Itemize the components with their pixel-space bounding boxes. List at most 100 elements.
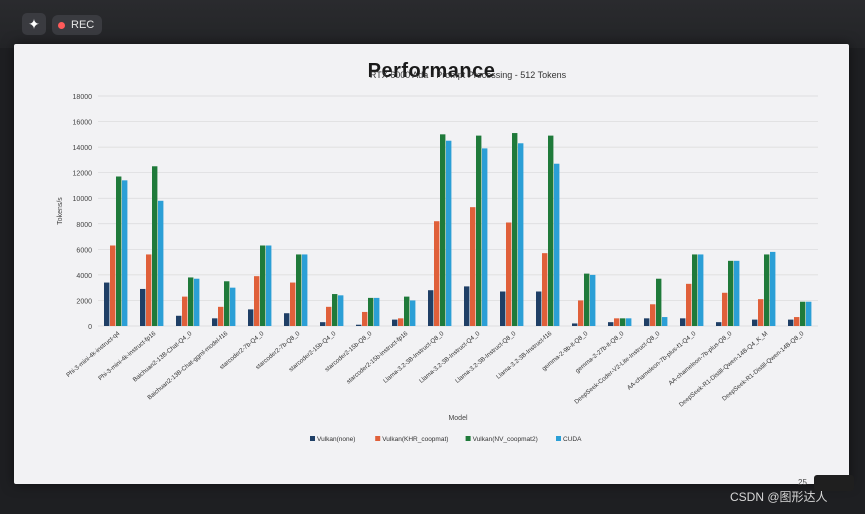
y-tick-label: 0 [88, 324, 92, 331]
x-tick-label: AA-chameleon-7b-plus-f1-Q4_0 [626, 330, 698, 392]
bar-Vulkan(NV_coopmat2) [656, 278, 662, 326]
x-tick-label: DeepSeek-R1-Distill-Qwen-14B-Q8_0 [721, 330, 806, 403]
bar-Vulkan(NV_coopmat2) [224, 281, 230, 326]
bar-Vulkan(NV_coopmat2) [800, 301, 806, 326]
bar-CUDA [446, 140, 452, 326]
bar-Vulkan(NV_coopmat2) [368, 297, 374, 326]
chart-title: RTX 6000 Ada - Prompt Processing - 512 T… [370, 70, 567, 80]
bar-CUDA [410, 300, 416, 326]
bar-Vulkan(none) [356, 324, 362, 326]
bar-CUDA [230, 287, 236, 326]
bar-Vulkan(none) [248, 309, 254, 326]
y-tick-label: 16000 [73, 120, 93, 127]
bar-Vulkan(none) [464, 286, 470, 326]
bar-Vulkan(KHR_coopmat) [686, 283, 692, 326]
bar-Vulkan(NV_coopmat2) [512, 133, 518, 326]
bar-CUDA [806, 301, 812, 326]
bar-Vulkan(KHR_coopmat) [326, 306, 332, 326]
legend-label: Vulkan(NV_coopmat2) [473, 436, 538, 443]
y-tick-label: 4000 [76, 273, 92, 280]
x-tick-label: Llama-3.2-3B-Instruct-Q8_0 [454, 330, 518, 385]
bar-Vulkan(KHR_coopmat) [362, 311, 368, 326]
legend-swatch [556, 436, 561, 441]
slide-title: Performance [367, 60, 496, 82]
record-button[interactable]: REC [52, 15, 103, 35]
bar-Vulkan(none) [788, 319, 794, 326]
legend-label: CUDA [563, 436, 582, 443]
x-tick-label: Phi-3-mini-4k-instruct-fp16 [97, 330, 158, 382]
x-tick-label: starcoder2-15b-instruct-fp16 [345, 330, 409, 386]
bar-Vulkan(NV_coopmat2) [296, 254, 302, 326]
bar-Vulkan(none) [644, 318, 650, 326]
bar-Vulkan(KHR_coopmat) [794, 317, 800, 326]
legend-swatch [465, 436, 471, 441]
bar-Vulkan(NV_coopmat2) [548, 135, 554, 326]
brand-logo [814, 475, 854, 491]
bar-Vulkan(none) [572, 323, 578, 326]
bar-Vulkan(none) [140, 288, 146, 326]
bar-Vulkan(none) [104, 282, 110, 326]
bar-Vulkan(none) [392, 319, 398, 326]
bar-Vulkan(NV_coopmat2) [692, 254, 698, 326]
bar-Vulkan(none) [284, 313, 290, 326]
bar-CUDA [518, 143, 524, 326]
bar-CUDA [734, 260, 740, 326]
bar-CUDA [302, 254, 308, 326]
bar-CUDA [698, 254, 704, 326]
bar-Vulkan(NV_coopmat2) [260, 245, 266, 326]
legend-label: Vulkan(none) [317, 436, 355, 443]
bar-Vulkan(NV_coopmat2) [440, 134, 446, 326]
bar-Vulkan(none) [500, 291, 506, 326]
bar-CUDA [122, 180, 128, 326]
y-tick-label: 18000 [73, 94, 93, 101]
bar-Vulkan(KHR_coopmat) [398, 318, 404, 326]
bar-CUDA [266, 245, 272, 326]
sparkle-icon[interactable]: ✦ [22, 13, 46, 35]
watermark: CSDN @图形达人 [730, 490, 828, 504]
bar-CUDA [662, 317, 668, 326]
y-tick-label: 10000 [73, 196, 93, 203]
x-tick-label: Llama-3.2-3B-Instruct-Q4_0 [418, 330, 482, 385]
bar-CUDA [554, 163, 560, 326]
bar-Vulkan(KHR_coopmat) [218, 306, 224, 326]
y-tick-label: 6000 [76, 247, 92, 254]
bar-Vulkan(KHR_coopmat) [146, 254, 152, 326]
bar-Vulkan(KHR_coopmat) [506, 222, 512, 326]
bar-Vulkan(KHR_coopmat) [722, 292, 728, 326]
bar-chart: RTX 6000 Ada - Prompt Processing - 512 T… [57, 70, 818, 443]
bar-Vulkan(none) [428, 290, 434, 326]
bar-Vulkan(none) [680, 318, 686, 326]
bar-CUDA [194, 278, 200, 326]
bar-Vulkan(none) [608, 322, 614, 326]
chart-area: RTX 6000 Ada - Prompt Processing - 512 T… [48, 64, 828, 514]
x-tick-label: AA-chameleon-7b-plus-Q8_0 [667, 330, 733, 387]
legend-swatch [375, 436, 381, 441]
bar-Vulkan(KHR_coopmat) [470, 207, 476, 326]
bar-CUDA [590, 274, 596, 326]
bar-Vulkan(KHR_coopmat) [614, 318, 620, 326]
legend-label: Vulkan(KHR_coopmat) [382, 436, 448, 443]
record-dot-icon [58, 21, 65, 29]
bar-Vulkan(none) [716, 322, 722, 326]
y-tick-label: 8000 [76, 222, 92, 229]
bar-Vulkan(NV_coopmat2) [620, 318, 626, 326]
bar-Vulkan(NV_coopmat2) [152, 166, 158, 326]
bar-Vulkan(NV_coopmat2) [404, 296, 410, 326]
bar-CUDA [770, 251, 776, 326]
y-tick-label: 12000 [73, 171, 93, 178]
bar-Vulkan(NV_coopmat2) [116, 176, 122, 326]
bar-Vulkan(NV_coopmat2) [584, 273, 590, 326]
bar-Vulkan(none) [212, 318, 218, 326]
x-tick-label: Baichuan2-13B-Chat-Q4_0 [132, 330, 194, 384]
bar-Vulkan(KHR_coopmat) [542, 253, 548, 326]
bar-Vulkan(none) [176, 315, 182, 326]
legend-swatch [310, 436, 315, 441]
bar-Vulkan(NV_coopmat2) [476, 135, 482, 326]
bar-Vulkan(NV_coopmat2) [332, 294, 338, 326]
record-label: REC [71, 19, 95, 31]
viewer-top-bar: ✦ REC [0, 0, 865, 48]
bar-Vulkan(none) [752, 319, 758, 326]
y-tick-label: 2000 [76, 298, 92, 305]
bar-Vulkan(NV_coopmat2) [728, 260, 734, 326]
bar-CUDA [338, 295, 344, 326]
